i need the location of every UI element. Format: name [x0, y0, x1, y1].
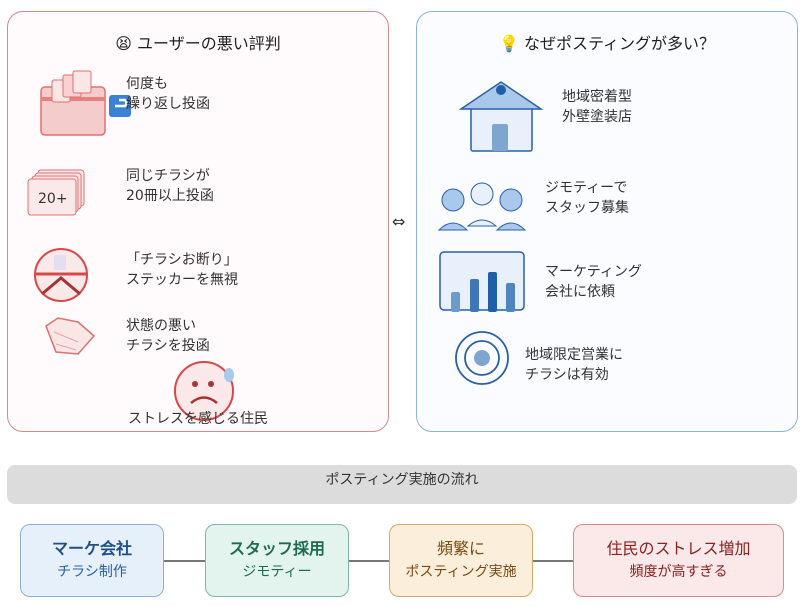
flow-step-staff: スタッフ採用 ジモティー [205, 524, 349, 597]
step-title: 頻繁に [436, 539, 485, 558]
panel-title: 😫 ユーザーの悪い評判 [115, 34, 281, 53]
crumpled-flyer-icon [45, 317, 96, 355]
bad-reputation-panel: 😫 ユーザーの悪い評判 何度も 繰り返し投函 20+ 同じチラシが 20冊以上投… [7, 11, 389, 432]
item-text: マーケティング 会社に依頼 [545, 264, 642, 300]
flyer-count-badge: 20+ [38, 191, 68, 207]
flow-connector [533, 560, 573, 562]
step-subtitle: チラシ制作 [57, 564, 127, 580]
item-text: 地域密着型 外壁塗装店 [562, 89, 632, 125]
item-text: 状態の悪い チラシを投函 [126, 318, 210, 354]
flow-connector [164, 560, 205, 562]
why-posting-panel: 💡 なぜポスティングが多い？ 地域密着型 外壁塗装店 ジモティーで スタッフ募集… [416, 11, 798, 432]
panel-title: 💡 なぜポスティングが多い？ [498, 34, 716, 53]
no-flyer-sign-icon [34, 248, 88, 302]
item-text: 何度も 繰り返し投函 [126, 76, 210, 112]
people-icon [437, 182, 527, 231]
target-icon [455, 331, 509, 385]
resident-label: ストレスを感じる住民 [128, 411, 268, 427]
item-text: 地域限定営業に チラシは有効 [525, 347, 623, 383]
stressed-resident-face-icon [174, 361, 234, 421]
step-title: 住民のストレス増加 [606, 539, 751, 558]
bar-chart-icon [439, 251, 525, 312]
flow-title-banner: ポスティング実施の流れ [7, 465, 797, 504]
flow-connector [349, 560, 389, 562]
repeat-mailbox-icon [40, 70, 131, 136]
step-title: スタッフ採用 [228, 539, 325, 558]
step-title: マーケ会社 [51, 539, 132, 558]
flyer-stack-icon: 20+ [27, 169, 85, 216]
step-subtitle: 頻度が高すぎる [629, 564, 728, 580]
bidirectional-arrow: ⇔ [392, 212, 406, 231]
flow-step-marketing: マーケ会社チラシ制作 [20, 524, 164, 597]
item-text: ジモティーで スタッフ募集 [545, 180, 629, 216]
distressed-face-icon: 😫 [115, 34, 132, 53]
step-subtitle: ポスティング実施 [405, 564, 517, 580]
item-text: 同じチラシが 20冊以上投函 [126, 168, 214, 204]
step-subtitle: ジモティー [242, 564, 312, 580]
item-text: 「チラシお断り」 ステッカーを無視 [126, 252, 238, 288]
house-icon [459, 81, 544, 152]
flow-step-stress: 住民のストレス増加 頻度が高すぎる [573, 524, 784, 597]
lightbulb-icon: 💡 [498, 34, 519, 53]
flow-step-posting: 頻繁にポスティング実施 [389, 524, 533, 597]
